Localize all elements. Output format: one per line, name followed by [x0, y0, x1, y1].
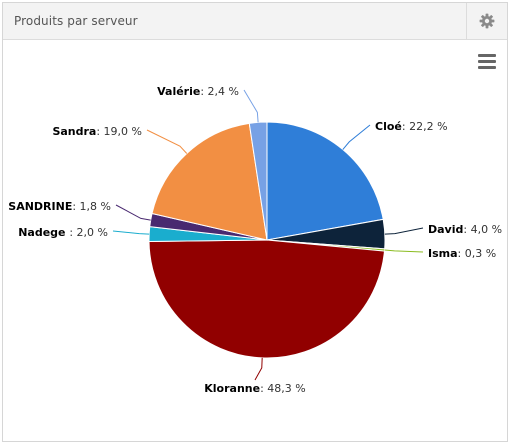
chart-area: Cloé: 22,2 % David: 4,0 % Isma: 0,3 % Klora…: [3, 40, 507, 441]
gear-icon: [479, 13, 495, 29]
pie-slice-sandra[interactable]: [151, 122, 268, 241]
data-label-sandra: Sandra: 19,0 %: [52, 125, 142, 138]
connector-nadege: [112, 230, 150, 235]
data-label-sandrine: SANDRINE: 1,8 %: [8, 200, 111, 213]
data-label-kloranne: Kloranne: 48,3 %: [204, 382, 305, 395]
connector-david: [384, 227, 424, 235]
connector-kloranne: [254, 357, 263, 381]
data-label-isma: Isma: 0,3 %: [428, 247, 496, 260]
pie-slice-cloe[interactable]: [266, 121, 384, 241]
pie-slice-kloranne[interactable]: [148, 239, 386, 359]
connector-cloe: [342, 124, 371, 150]
data-label-nadege: Nadege : 2,0 %: [18, 226, 108, 239]
connector-isma: [384, 249, 424, 253]
data-label-david: David: 4,0 %: [428, 223, 502, 236]
pie-chart: Cloé: 22,2 % David: 4,0 % Isma: 0,3 % Klora…: [8, 85, 502, 395]
connector-sandra: [146, 129, 188, 154]
data-label-cloe: Cloé: 22,2 %: [375, 120, 448, 133]
data-label-valerie: Valérie: 2,4 %: [157, 85, 239, 98]
widget-header: Produits par serveur: [3, 3, 507, 40]
connector-sandrine: [115, 204, 151, 221]
settings-button[interactable]: [466, 3, 507, 39]
connector-valerie: [243, 89, 259, 123]
chart-menu-button[interactable]: [478, 54, 496, 70]
widget-title: Produits par serveur: [14, 14, 138, 28]
